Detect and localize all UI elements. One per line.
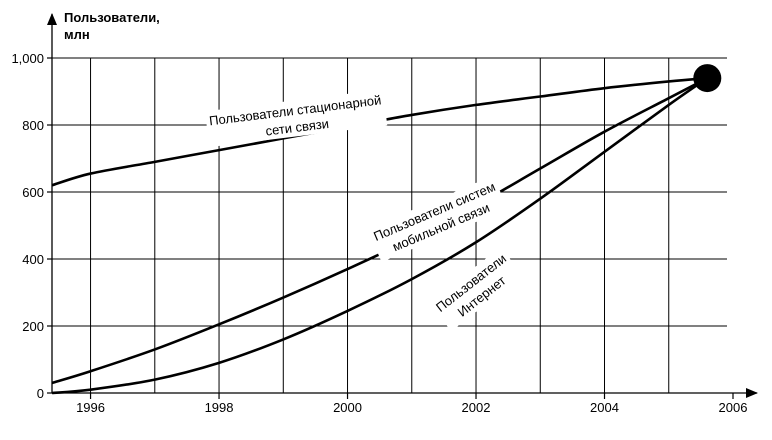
y-axis-title-line-2: млн bbox=[64, 27, 90, 42]
internet-users-curve bbox=[51, 77, 709, 395]
y-tick-label: 0 bbox=[37, 386, 44, 401]
y-tick-label: 200 bbox=[22, 319, 44, 334]
grid bbox=[52, 57, 727, 393]
y-tick-label: 400 bbox=[22, 252, 44, 267]
x-tick-label: 1996 bbox=[76, 400, 105, 415]
x-tick-label: 2002 bbox=[462, 400, 491, 415]
x-tick-label: 2000 bbox=[333, 400, 362, 415]
fixed-line-users-label-background bbox=[204, 89, 388, 148]
mobile-users-label-background bbox=[367, 175, 508, 263]
convergence-point bbox=[693, 64, 722, 93]
x-tick-label: 2006 bbox=[719, 400, 748, 415]
tick-labels: 0 200 400 600 800 1,000 1996 1998 2000 2002 2004 20… bbox=[11, 51, 747, 415]
y-tick-label: 600 bbox=[22, 185, 44, 200]
x-tick-label: 1998 bbox=[205, 400, 234, 415]
y-axis-title-line-1: Пользователи, bbox=[64, 10, 160, 25]
y-tick-label: 1,000 bbox=[11, 51, 44, 66]
y-tick-label: 800 bbox=[22, 118, 44, 133]
internet-users-label-background bbox=[429, 246, 523, 332]
x-tick-label: 2004 bbox=[590, 400, 619, 415]
y-axis-title: Пользователи, млн bbox=[64, 9, 160, 43]
axes bbox=[47, 13, 758, 399]
